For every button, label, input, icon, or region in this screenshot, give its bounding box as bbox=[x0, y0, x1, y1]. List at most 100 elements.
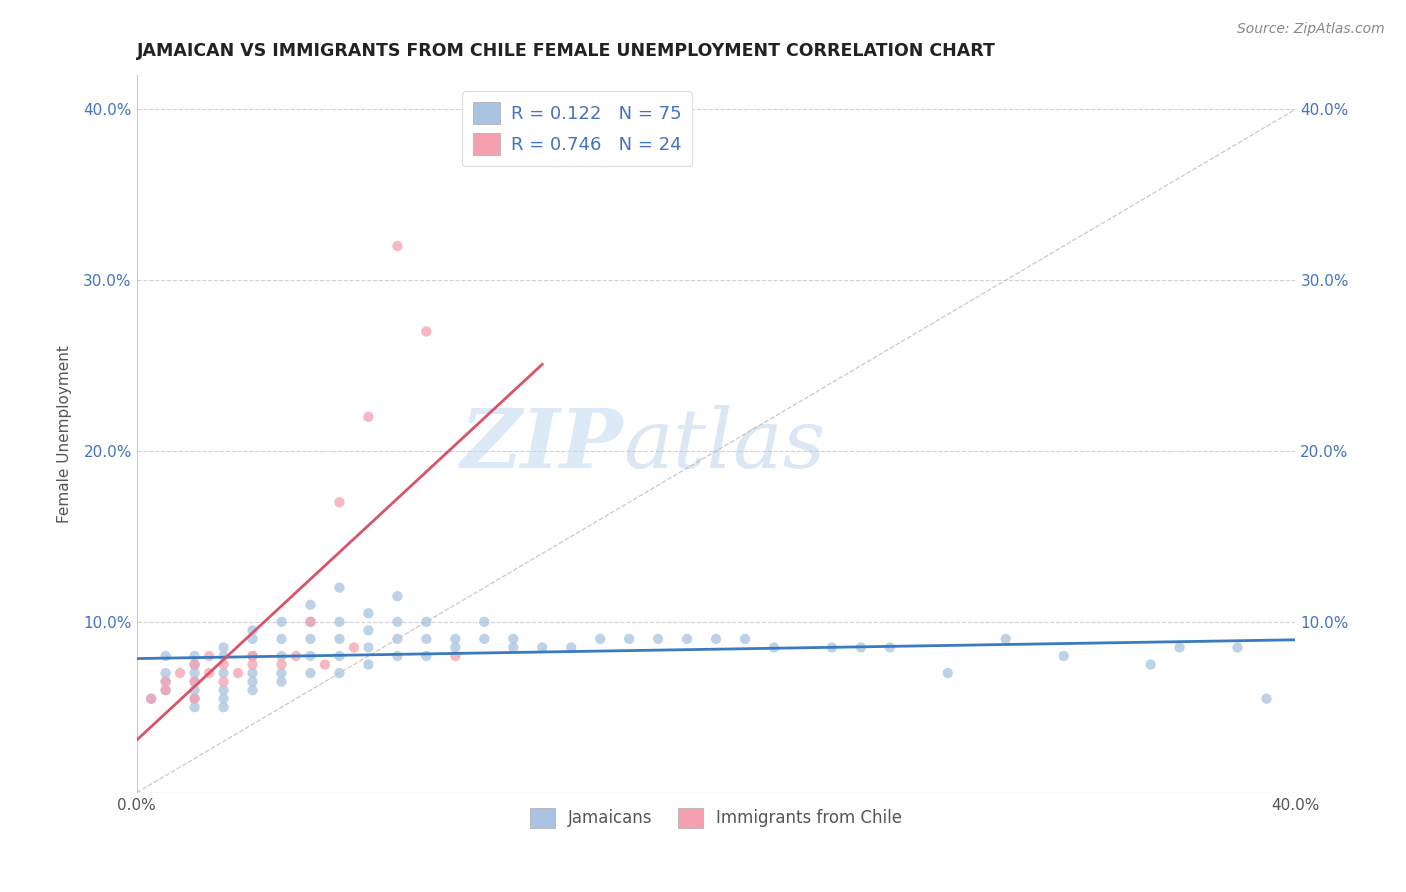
Text: atlas: atlas bbox=[623, 405, 825, 484]
Point bbox=[444, 648, 467, 663]
Point bbox=[226, 666, 249, 681]
Point bbox=[387, 615, 409, 629]
Point bbox=[734, 632, 756, 646]
Point bbox=[183, 657, 205, 672]
Y-axis label: Female Unemployment: Female Unemployment bbox=[58, 345, 72, 523]
Point bbox=[357, 624, 380, 638]
Point bbox=[183, 691, 205, 706]
Point bbox=[387, 589, 409, 603]
Point bbox=[472, 632, 495, 646]
Point bbox=[299, 648, 322, 663]
Point bbox=[328, 666, 350, 681]
Point bbox=[139, 691, 162, 706]
Point bbox=[444, 640, 467, 655]
Point bbox=[676, 632, 699, 646]
Point bbox=[169, 666, 191, 681]
Point bbox=[299, 615, 322, 629]
Point bbox=[1256, 691, 1278, 706]
Point bbox=[183, 683, 205, 698]
Point bbox=[139, 691, 162, 706]
Point bbox=[270, 666, 292, 681]
Point bbox=[415, 615, 437, 629]
Point bbox=[183, 700, 205, 714]
Point bbox=[1226, 640, 1249, 655]
Point bbox=[155, 683, 177, 698]
Point bbox=[212, 683, 235, 698]
Point bbox=[762, 640, 785, 655]
Point bbox=[617, 632, 640, 646]
Point bbox=[560, 640, 582, 655]
Point bbox=[212, 640, 235, 655]
Point bbox=[299, 666, 322, 681]
Point bbox=[242, 624, 264, 638]
Point bbox=[270, 657, 292, 672]
Point bbox=[328, 581, 350, 595]
Point bbox=[212, 700, 235, 714]
Point bbox=[415, 632, 437, 646]
Point bbox=[502, 640, 524, 655]
Point bbox=[328, 632, 350, 646]
Point bbox=[270, 648, 292, 663]
Point bbox=[242, 648, 264, 663]
Point bbox=[212, 674, 235, 689]
Point bbox=[1168, 640, 1191, 655]
Point bbox=[879, 640, 901, 655]
Point bbox=[387, 632, 409, 646]
Point bbox=[357, 409, 380, 424]
Point bbox=[155, 683, 177, 698]
Point bbox=[212, 648, 235, 663]
Point bbox=[415, 325, 437, 339]
Point bbox=[183, 657, 205, 672]
Point bbox=[444, 632, 467, 646]
Point bbox=[357, 657, 380, 672]
Point bbox=[328, 648, 350, 663]
Point bbox=[299, 632, 322, 646]
Point bbox=[242, 674, 264, 689]
Point bbox=[212, 657, 235, 672]
Text: JAMAICAN VS IMMIGRANTS FROM CHILE FEMALE UNEMPLOYMENT CORRELATION CHART: JAMAICAN VS IMMIGRANTS FROM CHILE FEMALE… bbox=[136, 42, 995, 60]
Point bbox=[1053, 648, 1076, 663]
Point bbox=[531, 640, 554, 655]
Point bbox=[415, 648, 437, 663]
Point bbox=[155, 666, 177, 681]
Point bbox=[270, 632, 292, 646]
Point bbox=[299, 598, 322, 612]
Point bbox=[183, 691, 205, 706]
Point bbox=[242, 683, 264, 698]
Point bbox=[242, 632, 264, 646]
Point bbox=[472, 615, 495, 629]
Point bbox=[183, 648, 205, 663]
Point bbox=[242, 648, 264, 663]
Text: ZIP: ZIP bbox=[461, 405, 623, 484]
Point bbox=[1139, 657, 1161, 672]
Point bbox=[936, 666, 959, 681]
Point bbox=[502, 632, 524, 646]
Point bbox=[328, 615, 350, 629]
Point bbox=[212, 666, 235, 681]
Point bbox=[242, 666, 264, 681]
Point bbox=[821, 640, 844, 655]
Point bbox=[212, 691, 235, 706]
Point bbox=[183, 674, 205, 689]
Text: Source: ZipAtlas.com: Source: ZipAtlas.com bbox=[1237, 22, 1385, 37]
Point bbox=[285, 648, 308, 663]
Point bbox=[198, 648, 221, 663]
Point bbox=[994, 632, 1017, 646]
Point bbox=[849, 640, 872, 655]
Point bbox=[155, 674, 177, 689]
Point bbox=[357, 640, 380, 655]
Point bbox=[155, 648, 177, 663]
Legend: Jamaicans, Immigrants from Chile: Jamaicans, Immigrants from Chile bbox=[523, 801, 908, 835]
Point bbox=[357, 607, 380, 621]
Point bbox=[183, 666, 205, 681]
Point bbox=[387, 648, 409, 663]
Point bbox=[183, 674, 205, 689]
Point bbox=[155, 674, 177, 689]
Point bbox=[704, 632, 727, 646]
Point bbox=[242, 657, 264, 672]
Point bbox=[328, 495, 350, 509]
Point bbox=[198, 666, 221, 681]
Point bbox=[387, 239, 409, 253]
Point bbox=[343, 640, 366, 655]
Point bbox=[270, 674, 292, 689]
